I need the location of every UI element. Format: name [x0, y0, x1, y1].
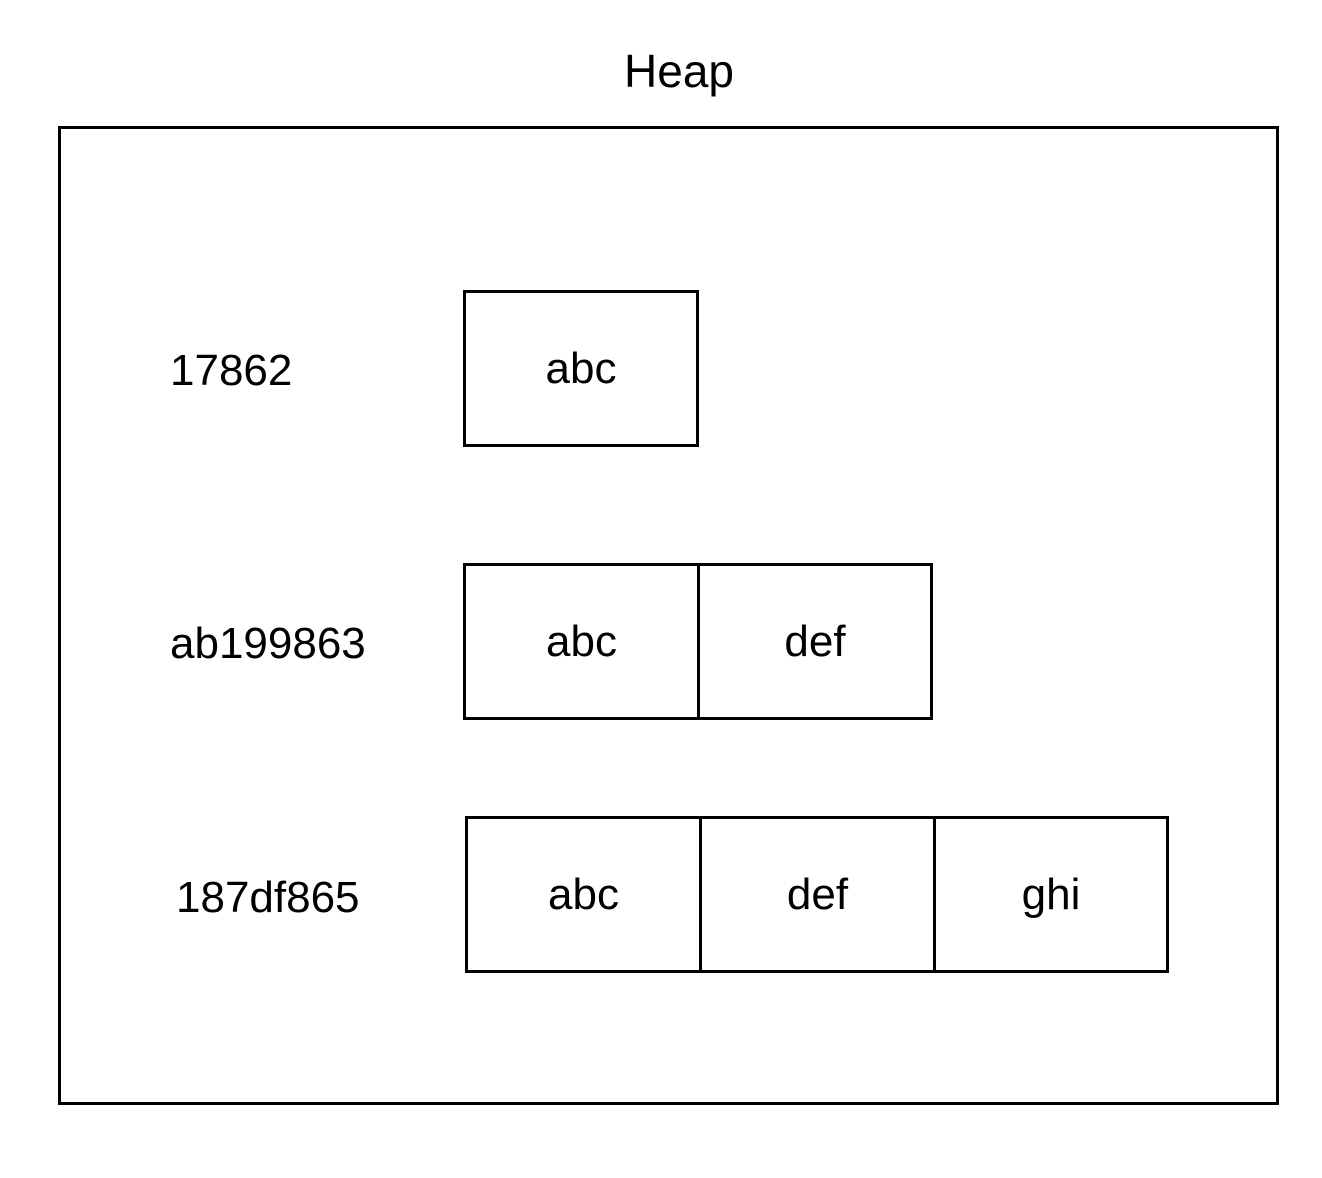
object-cell: abc [465, 816, 702, 973]
object-cell: ghi [933, 816, 1169, 973]
heap-container [58, 126, 1279, 1105]
object-cell: abc [463, 563, 700, 720]
object-address: 17862 [170, 346, 293, 395]
object-address: 187df865 [176, 873, 360, 922]
object-address: ab199863 [170, 619, 366, 668]
object-cell: abc [463, 290, 699, 447]
object-cell: def [697, 563, 933, 720]
object-cell: def [699, 816, 936, 973]
heap-title: Heap [624, 45, 734, 97]
